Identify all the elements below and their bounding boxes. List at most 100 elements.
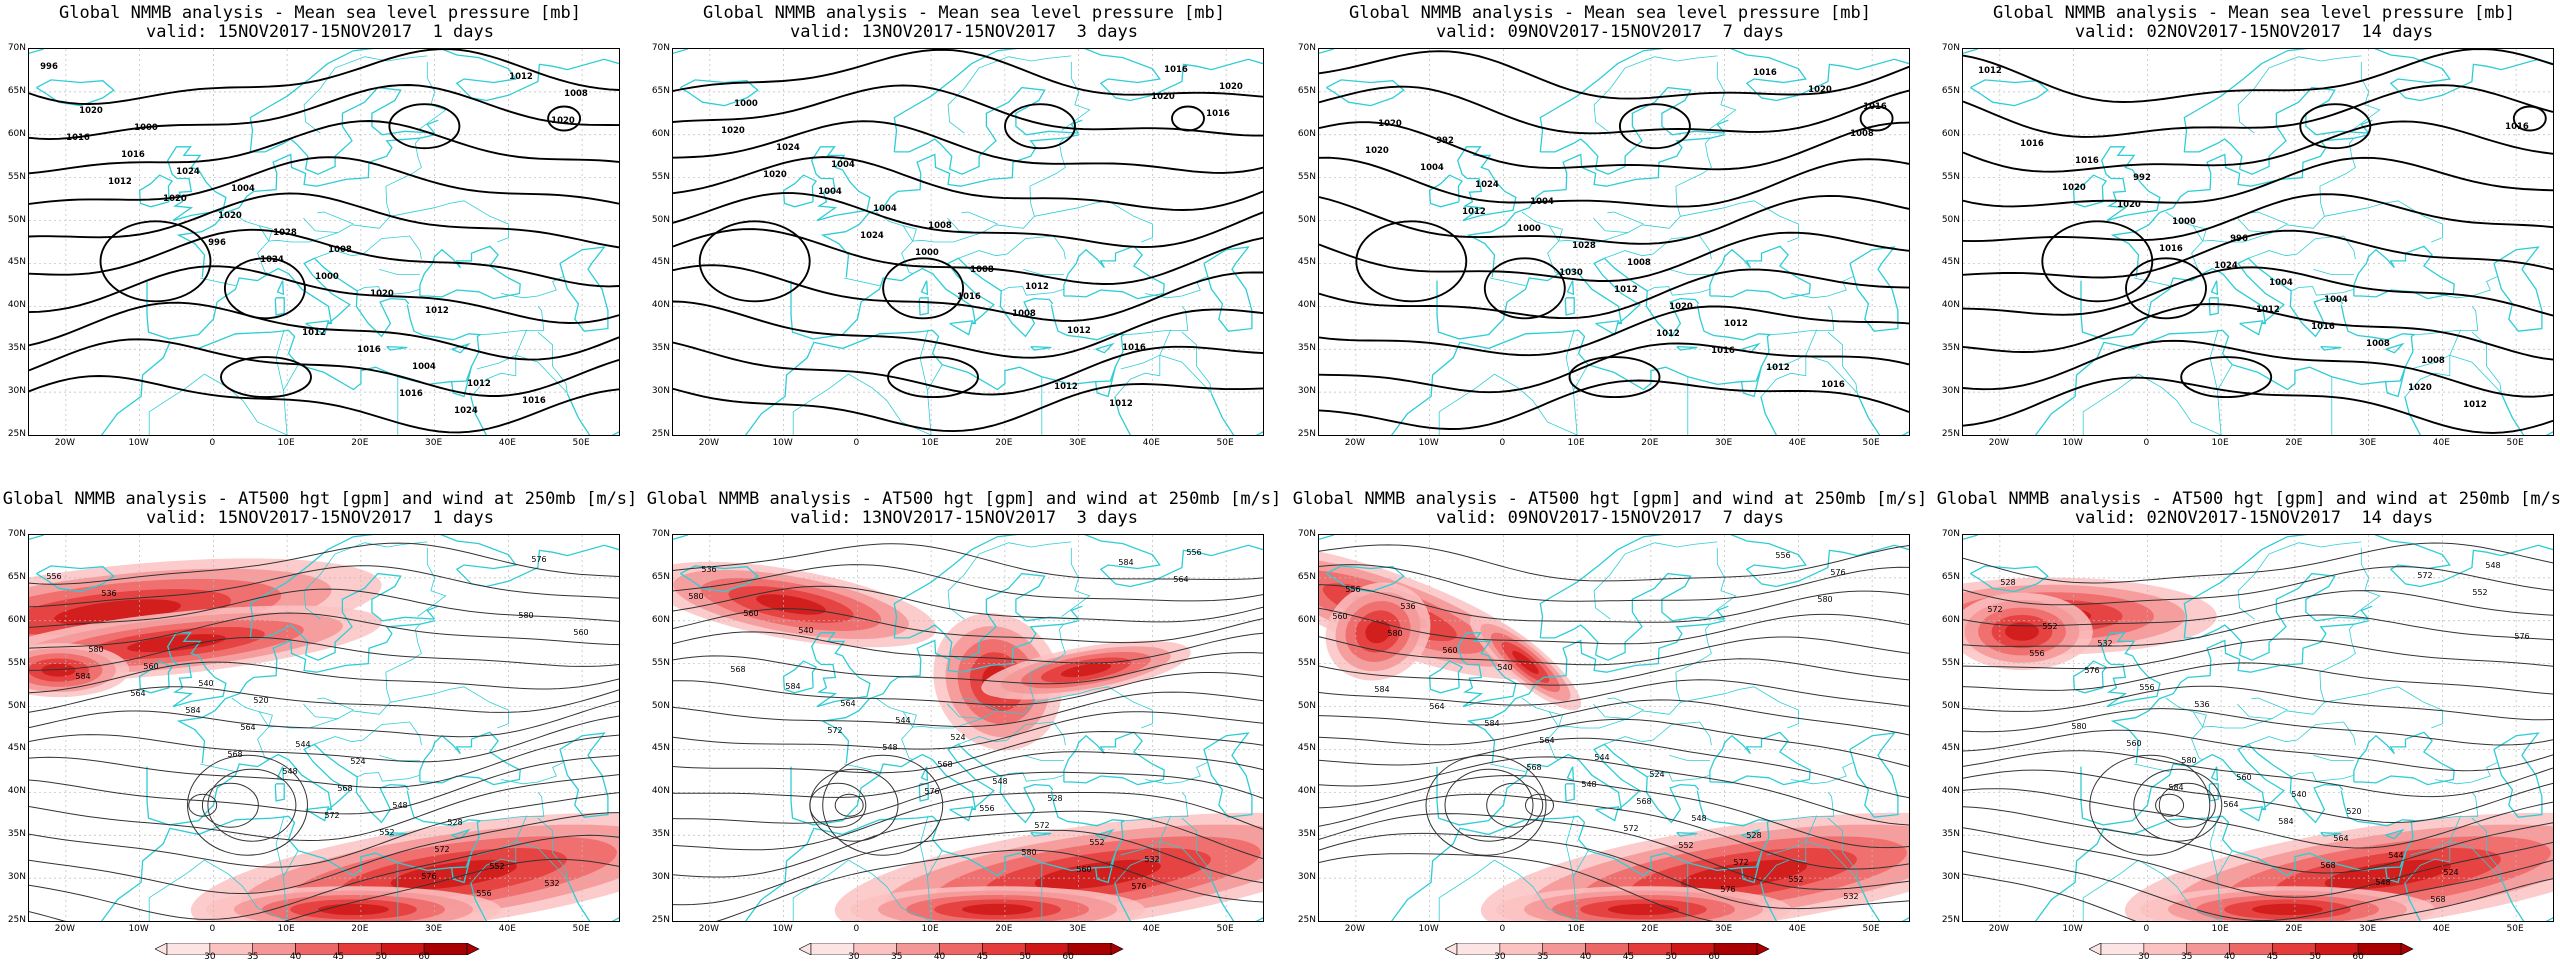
lat-tick-label: 50N <box>7 214 26 225</box>
isobar-line <box>673 192 1263 249</box>
lon-tick-label: 20W <box>698 438 720 448</box>
lat-tick-label: 50N <box>651 700 670 711</box>
lon-tick-label: 0 <box>1499 924 1506 934</box>
contour-label: 564 <box>1539 736 1554 745</box>
closed-contour <box>2089 754 2211 856</box>
coastline <box>1566 766 1575 782</box>
lat-tick-label: 45N <box>1297 257 1316 268</box>
coastline <box>1709 731 1811 786</box>
coastline <box>1696 304 1771 341</box>
coastline <box>166 632 227 708</box>
country-border <box>1607 697 1644 711</box>
coastline <box>566 393 619 435</box>
country-border <box>515 815 568 880</box>
coastline <box>2210 766 2219 782</box>
contour-label: 584 <box>785 682 800 691</box>
country-border <box>2209 329 2233 392</box>
isobar-line <box>673 631 1263 664</box>
contour-label: 548 <box>2485 561 2500 570</box>
lon-tick-label: 40E <box>498 924 516 934</box>
wind-speed-shading <box>962 903 1033 915</box>
isobar-line <box>673 300 1263 359</box>
country-border <box>2134 763 2170 773</box>
wind-colorbar: 30 35 40 45 50 60 <box>2088 940 2429 962</box>
contour-label: 1004 <box>873 204 897 214</box>
colorbar-label: 40 <box>1579 952 1592 962</box>
country-border <box>2138 373 2222 435</box>
coastline <box>790 257 1054 340</box>
lat-tick-label: 35N <box>1297 343 1316 354</box>
contour-label: 572 <box>1733 858 1748 867</box>
contour-label: 1000 <box>315 272 339 282</box>
isobar-line <box>29 812 619 895</box>
country-border <box>231 697 273 761</box>
contour-label: 556 <box>979 804 994 813</box>
contour-label: 1016 <box>2311 322 2335 332</box>
contour-label: 560 <box>143 662 158 671</box>
lon-tick-label: 10W <box>2062 924 2083 934</box>
isobar-line <box>673 771 1263 824</box>
lon-tick-label: 10W <box>128 438 149 448</box>
closed-contour <box>547 105 582 132</box>
isobar-line <box>29 612 619 649</box>
contour-label: 532 <box>544 879 559 888</box>
contour-label: 1030 <box>1559 268 1583 278</box>
coastline <box>2184 138 2243 170</box>
panel-valid-line: valid: 09NOV2017-15NOV2017 7 days <box>1436 508 1784 528</box>
coastline <box>1963 535 1978 540</box>
isobar-line <box>29 375 619 434</box>
contour-label: 552 <box>2042 622 2057 631</box>
contour-label: 552 <box>1089 838 1104 847</box>
coastline <box>419 245 521 300</box>
map-canvas: 524 528 532 536 540 544 548 552 556 560 564 568 572 5… <box>673 535 1263 921</box>
coastline <box>176 134 435 278</box>
country-border <box>1061 61 1091 131</box>
contour-label: 560 <box>2126 739 2141 748</box>
lon-tick-label: 50E <box>1862 924 1880 934</box>
coastline <box>2239 806 2264 822</box>
coastline <box>680 79 759 107</box>
lat-tick-label: 45N <box>651 743 670 754</box>
country-border <box>200 763 236 773</box>
panel-title-line1: Global NMMB analysis - AT500 hgt [gpm] a… <box>2 489 638 509</box>
coastline <box>782 174 818 208</box>
country-border <box>303 217 339 233</box>
lat-tick-label: 70N <box>1297 529 1316 539</box>
contour-label: 568 <box>730 665 745 674</box>
country-border <box>919 329 943 392</box>
contour-label: 1020 <box>1378 119 1402 129</box>
country-border <box>204 859 288 921</box>
contour-label: 552 <box>2472 588 2487 597</box>
coastline <box>2353 731 2455 786</box>
contour-label: 1020 <box>721 126 745 136</box>
contour-label: 564 <box>1173 575 1188 584</box>
isobar-line <box>673 730 1263 774</box>
contour-label: 1024 <box>2214 261 2238 271</box>
isobar-line <box>29 228 619 288</box>
country-border <box>500 275 564 299</box>
isobar-line <box>29 755 619 815</box>
coastline <box>2208 297 2219 316</box>
lat-tick-label: 40N <box>7 786 26 797</box>
coastline <box>2080 743 2344 826</box>
coastline <box>894 138 953 170</box>
country-border <box>947 56 1009 134</box>
contour-label: 564 <box>1429 702 1444 711</box>
coastline <box>426 605 439 620</box>
map-canvas: 992 996 1004 1008 1012 1016 1000 1004 1008 1012 10… <box>1963 49 2553 435</box>
contour-label: 576 <box>924 787 939 796</box>
lat-tick-label: 25N <box>1941 429 1960 439</box>
colorbar-low-arrow <box>798 942 812 956</box>
isobar-line <box>29 637 619 671</box>
country-border <box>1521 697 1563 761</box>
contour-label: 996 <box>208 238 226 248</box>
isobar-line <box>1319 544 1909 582</box>
coastline <box>450 366 473 398</box>
contour-label: 580 <box>88 645 103 654</box>
contour-label: 556 <box>1345 585 1360 594</box>
country-border <box>357 772 421 782</box>
contour-label: 1024 <box>176 167 200 177</box>
contour-label: 1020 <box>163 194 187 204</box>
coastline <box>1716 605 1729 620</box>
contour-label: 564 <box>2333 834 2348 843</box>
